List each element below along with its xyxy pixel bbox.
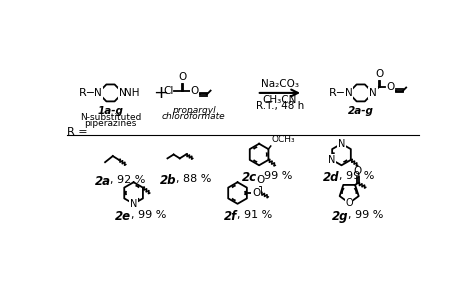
Text: 2e: 2e bbox=[115, 210, 131, 223]
Text: 2g: 2g bbox=[332, 210, 348, 223]
Text: O: O bbox=[354, 166, 362, 176]
Text: N-substituted: N-substituted bbox=[80, 113, 141, 122]
Text: 1a-g: 1a-g bbox=[98, 106, 123, 116]
Text: 2a-g: 2a-g bbox=[348, 106, 374, 116]
Text: O: O bbox=[256, 175, 264, 185]
Text: O: O bbox=[179, 72, 187, 82]
Text: 2c: 2c bbox=[242, 171, 257, 185]
Text: O: O bbox=[252, 188, 260, 198]
Text: 2a: 2a bbox=[94, 175, 110, 188]
Text: N: N bbox=[345, 88, 352, 98]
Text: , 91 %: , 91 % bbox=[237, 210, 272, 220]
Text: , 99 %: , 99 % bbox=[348, 210, 384, 220]
Text: , 88 %: , 88 % bbox=[176, 174, 211, 184]
Text: N: N bbox=[130, 199, 137, 209]
Text: R−: R− bbox=[79, 88, 96, 98]
Text: O: O bbox=[191, 86, 199, 96]
Text: N: N bbox=[119, 88, 127, 98]
Text: , 99 %: , 99 % bbox=[339, 171, 374, 181]
Text: 2d: 2d bbox=[323, 171, 339, 185]
Text: R =: R = bbox=[66, 127, 87, 137]
Text: O: O bbox=[386, 82, 394, 92]
Text: N: N bbox=[328, 155, 336, 165]
Text: R.T., 48 h: R.T., 48 h bbox=[256, 101, 304, 111]
Text: Na₂CO₃: Na₂CO₃ bbox=[261, 79, 299, 89]
Text: 2f: 2f bbox=[224, 210, 237, 223]
Text: Cl: Cl bbox=[163, 86, 173, 96]
Text: propargyl: propargyl bbox=[172, 106, 216, 115]
Text: N: N bbox=[338, 139, 345, 149]
Text: OCH₃: OCH₃ bbox=[272, 135, 295, 144]
Text: chloroformate: chloroformate bbox=[162, 112, 226, 121]
Text: O: O bbox=[375, 69, 384, 79]
Text: CH₃CN: CH₃CN bbox=[263, 95, 297, 105]
Text: , 92 %: , 92 % bbox=[110, 175, 146, 185]
Text: N: N bbox=[369, 88, 377, 98]
Text: 2b: 2b bbox=[159, 174, 176, 187]
Text: N: N bbox=[94, 88, 102, 98]
Text: +: + bbox=[153, 84, 168, 102]
Text: NH: NH bbox=[124, 88, 140, 98]
Text: piperazines: piperazines bbox=[84, 119, 137, 128]
Text: O: O bbox=[346, 198, 353, 208]
Text: R−: R− bbox=[329, 88, 346, 98]
Text: , 99 %: , 99 % bbox=[131, 210, 167, 220]
Text: , 99 %: , 99 % bbox=[257, 171, 292, 181]
